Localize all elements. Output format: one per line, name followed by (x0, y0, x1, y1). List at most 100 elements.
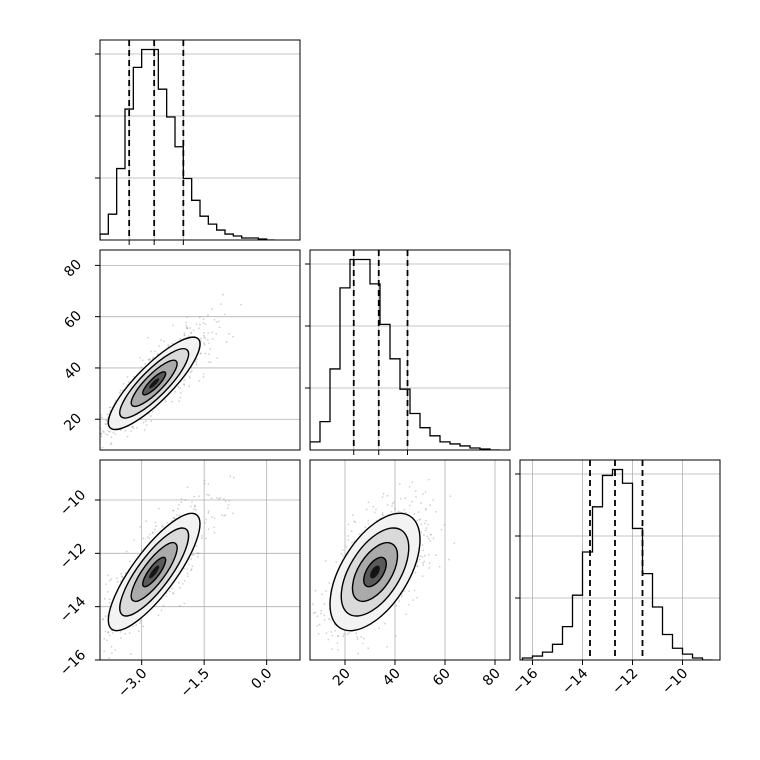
sample-point (101, 446, 104, 449)
x-tick-label: −12 (609, 666, 641, 698)
sample-point (351, 541, 353, 544)
sample-point (337, 635, 339, 638)
sample-point (453, 542, 456, 545)
sample-point (142, 421, 145, 424)
sample-point (424, 507, 427, 510)
sample-point (390, 510, 393, 513)
sample-point (94, 438, 96, 440)
sample-point (331, 648, 334, 650)
sample-point (361, 642, 364, 645)
contour-level (149, 378, 160, 389)
x-tick-label: 80 (480, 666, 504, 690)
sample-point (386, 494, 389, 497)
sample-point (217, 320, 220, 323)
sample-point (429, 504, 431, 507)
sample-point (211, 338, 214, 340)
sample-point (188, 375, 191, 378)
sample-point (167, 344, 170, 346)
sample-point (190, 505, 192, 508)
sample-point (163, 340, 166, 342)
sample-point (375, 508, 377, 511)
sample-point (108, 410, 111, 412)
sample-point (185, 321, 188, 324)
sample-point (94, 423, 96, 425)
sample-point (156, 353, 159, 356)
sample-point (193, 505, 196, 508)
sample-point (132, 427, 135, 430)
sample-point (109, 406, 112, 409)
sample-point (140, 549, 143, 552)
sample-point (105, 583, 107, 586)
sample-point (367, 501, 370, 504)
histogram-outline (100, 48, 275, 240)
sample-point (207, 483, 210, 486)
sample-point (202, 376, 205, 378)
sample-point (96, 412, 98, 414)
sample-point (215, 333, 218, 335)
sample-point (106, 639, 108, 642)
sample-point (364, 526, 367, 529)
sample-point (228, 333, 231, 335)
sample-point (172, 517, 175, 520)
sample-point (183, 332, 186, 335)
plot-area (520, 460, 720, 660)
sample-point (204, 323, 207, 325)
sample-point (190, 331, 193, 334)
x-tick-label: 40 (380, 666, 404, 690)
sample-point (360, 636, 362, 638)
sample-point (435, 511, 438, 513)
sample-point (340, 553, 343, 555)
sample-point (175, 514, 178, 517)
sample-point (324, 560, 327, 562)
sample-point (327, 638, 330, 641)
sample-point (183, 334, 186, 337)
sample-point (151, 531, 154, 534)
sample-point (367, 519, 370, 522)
sample-point (232, 512, 235, 515)
sample-point (224, 500, 227, 503)
sample-point (386, 504, 389, 506)
sample-point (198, 316, 201, 319)
sample-point (85, 622, 87, 624)
sample-point (139, 526, 142, 528)
sample-point (130, 430, 132, 432)
sample-point (149, 533, 151, 536)
sample-point (208, 353, 211, 356)
sample-point (103, 650, 106, 653)
sample-point (94, 657, 96, 659)
sample-point (425, 527, 428, 530)
sample-point (109, 443, 112, 446)
sample-point (191, 554, 194, 556)
sample-point (148, 359, 151, 361)
sample-point (209, 361, 212, 364)
sample-point (403, 508, 406, 511)
sample-point (96, 406, 98, 408)
sample-point (105, 419, 107, 422)
sample-point (104, 433, 107, 435)
sample-point (190, 558, 193, 560)
sample-point (394, 507, 396, 510)
sample-point (352, 514, 354, 516)
sample-point (192, 329, 195, 332)
sample-point (172, 592, 175, 595)
sample-point (186, 568, 189, 571)
sample-point (353, 520, 355, 523)
sample-point (448, 558, 450, 561)
sample-point (100, 432, 103, 435)
sample-point (197, 552, 200, 555)
sample-point (183, 334, 186, 336)
sample-point (224, 514, 227, 516)
scatter-2-0-panel: −3.0 −1.5 0.0 −16 −14 −12 −10 (57, 459, 301, 701)
sample-point (107, 430, 110, 433)
sample-point (440, 528, 443, 531)
sample-point (114, 433, 117, 435)
sample-point (398, 600, 400, 603)
sample-point (408, 504, 411, 507)
sample-point (179, 586, 181, 589)
sample-point (418, 519, 421, 521)
sample-point (150, 415, 153, 417)
sample-point (213, 531, 216, 534)
sample-point (305, 633, 307, 635)
sample-point (328, 582, 331, 584)
sample-point (142, 625, 145, 628)
